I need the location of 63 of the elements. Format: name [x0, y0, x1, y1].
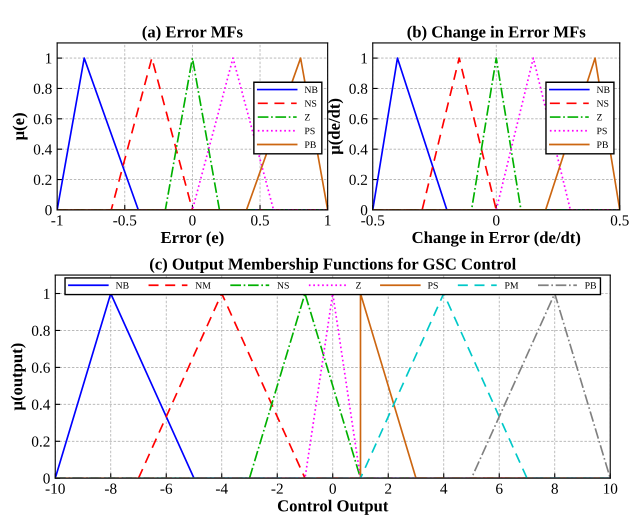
y-tick-label: 0.4: [349, 144, 368, 155]
x-tick-label: -8: [104, 484, 117, 494]
x-tick-label: 6: [496, 484, 503, 494]
chart-title: (c) Output Membership Functions for GSC Control: [150, 258, 516, 274]
legend-label: NS: [596, 100, 608, 107]
x-tick-label: 0: [330, 484, 336, 494]
legend-label: PS: [428, 282, 438, 289]
y-axis-title: μ(de/dt): [328, 98, 344, 155]
y-tick-label: 0.4: [32, 399, 50, 410]
y-tick-label: 0.8: [34, 84, 52, 94]
x-axis-title: Error (e): [160, 231, 224, 247]
x-tick-label: 0.5: [610, 215, 629, 226]
legend-label: Z: [356, 282, 361, 289]
y-tick-label: 0: [43, 473, 50, 484]
y-tick-label: 0: [360, 205, 368, 216]
y-tick-label: 0.2: [34, 174, 52, 186]
legend-label: Z: [596, 114, 602, 120]
y-tick-label: 1: [44, 288, 50, 299]
y-tick-label: 0.2: [32, 436, 50, 447]
legend-label: PB: [304, 142, 316, 148]
x-tick-label: -0.5: [361, 215, 384, 226]
y-tick-label: 0.6: [34, 114, 52, 124]
legend-label: PM: [504, 282, 518, 289]
legend-label: PS: [596, 128, 607, 134]
legend-label: PB: [596, 142, 608, 148]
y-tick-label: 0.6: [349, 114, 368, 124]
y-axis-title: μ(e): [12, 113, 28, 140]
legend-label: NS: [304, 100, 316, 107]
x-tick-label: -0.5: [113, 215, 136, 226]
y-axis-title: μ(output): [10, 343, 26, 410]
x-axis-title: Control Output: [278, 500, 388, 515]
y-tick-label: 0.8: [32, 326, 50, 336]
x-tick-label: 0: [189, 215, 196, 226]
chart-title: (b) Change in Error MFs: [407, 26, 586, 42]
y-tick-label: 0.8: [349, 84, 368, 94]
y-tick-label: 0.6: [32, 362, 50, 373]
x-tick-label: -6: [160, 484, 172, 494]
legend-label: NM: [195, 282, 211, 289]
x-tick-label: -10: [46, 484, 65, 494]
legend-label: NB: [304, 86, 318, 93]
x-tick-label: 0: [493, 215, 500, 226]
x-tick-label: 8: [552, 484, 558, 494]
legend-label: NB: [116, 282, 129, 289]
x-tick-label: -2: [271, 484, 283, 494]
y-tick-label: 0: [45, 205, 52, 216]
x-tick-label: 4: [440, 484, 448, 494]
y-tick-label: 0.2: [349, 174, 368, 186]
chart-title: (a) Error MFs: [142, 26, 243, 41]
x-tick-label: 1: [325, 215, 331, 226]
legend-label: PS: [304, 128, 315, 134]
x-tick-label: 10: [604, 484, 618, 494]
y-tick-label: 1: [362, 53, 367, 64]
x-tick-label: -1: [51, 215, 63, 226]
legend-label: Z: [304, 114, 310, 120]
y-tick-label: 0.4: [34, 144, 52, 155]
x-axis-title: Change in Error (de/dt): [412, 231, 580, 247]
x-tick-label: -4: [216, 484, 228, 494]
legend-label: NB: [596, 86, 610, 93]
x-tick-label: 2: [385, 484, 392, 494]
x-tick-label: 0.5: [251, 215, 269, 226]
y-tick-label: 1: [46, 53, 52, 64]
legend-label: NS: [277, 282, 289, 289]
legend-label: PB: [584, 282, 596, 289]
